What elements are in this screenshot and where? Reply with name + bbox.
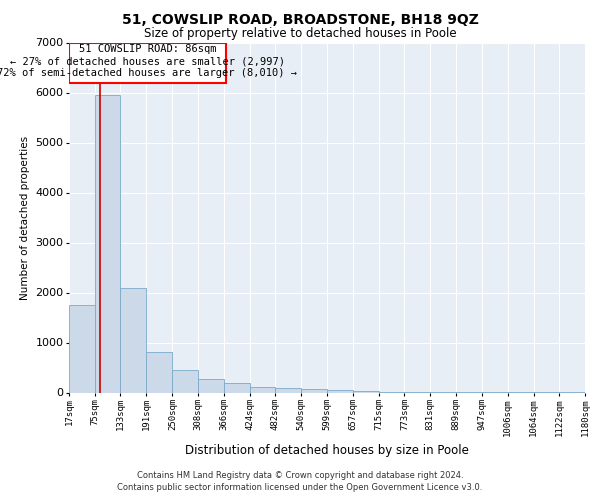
Text: 51 COWSLIP ROAD: 86sqm: 51 COWSLIP ROAD: 86sqm <box>79 44 216 54</box>
Bar <box>146 352 172 393</box>
Bar <box>301 389 327 392</box>
Bar <box>69 305 95 392</box>
Text: 51, COWSLIP ROAD, BROADSTONE, BH18 9QZ: 51, COWSLIP ROAD, BROADSTONE, BH18 9QZ <box>122 12 478 26</box>
Bar <box>275 388 301 392</box>
Y-axis label: Number of detached properties: Number of detached properties <box>20 136 30 300</box>
Bar <box>327 390 353 392</box>
Bar <box>121 288 146 393</box>
Text: Contains HM Land Registry data © Crown copyright and database right 2024.
Contai: Contains HM Land Registry data © Crown c… <box>118 471 482 492</box>
Text: 72% of semi-detached houses are larger (8,010) →: 72% of semi-detached houses are larger (… <box>0 68 298 78</box>
X-axis label: Distribution of detached houses by size in Poole: Distribution of detached houses by size … <box>185 444 469 457</box>
Bar <box>172 370 198 392</box>
Text: Size of property relative to detached houses in Poole: Size of property relative to detached ho… <box>143 28 457 40</box>
Bar <box>69 43 226 82</box>
Text: ← 27% of detached houses are smaller (2,997): ← 27% of detached houses are smaller (2,… <box>10 56 285 66</box>
Bar <box>353 391 379 392</box>
Bar <box>198 379 224 392</box>
Bar <box>95 95 121 392</box>
Bar <box>250 386 275 392</box>
Bar <box>224 383 250 392</box>
